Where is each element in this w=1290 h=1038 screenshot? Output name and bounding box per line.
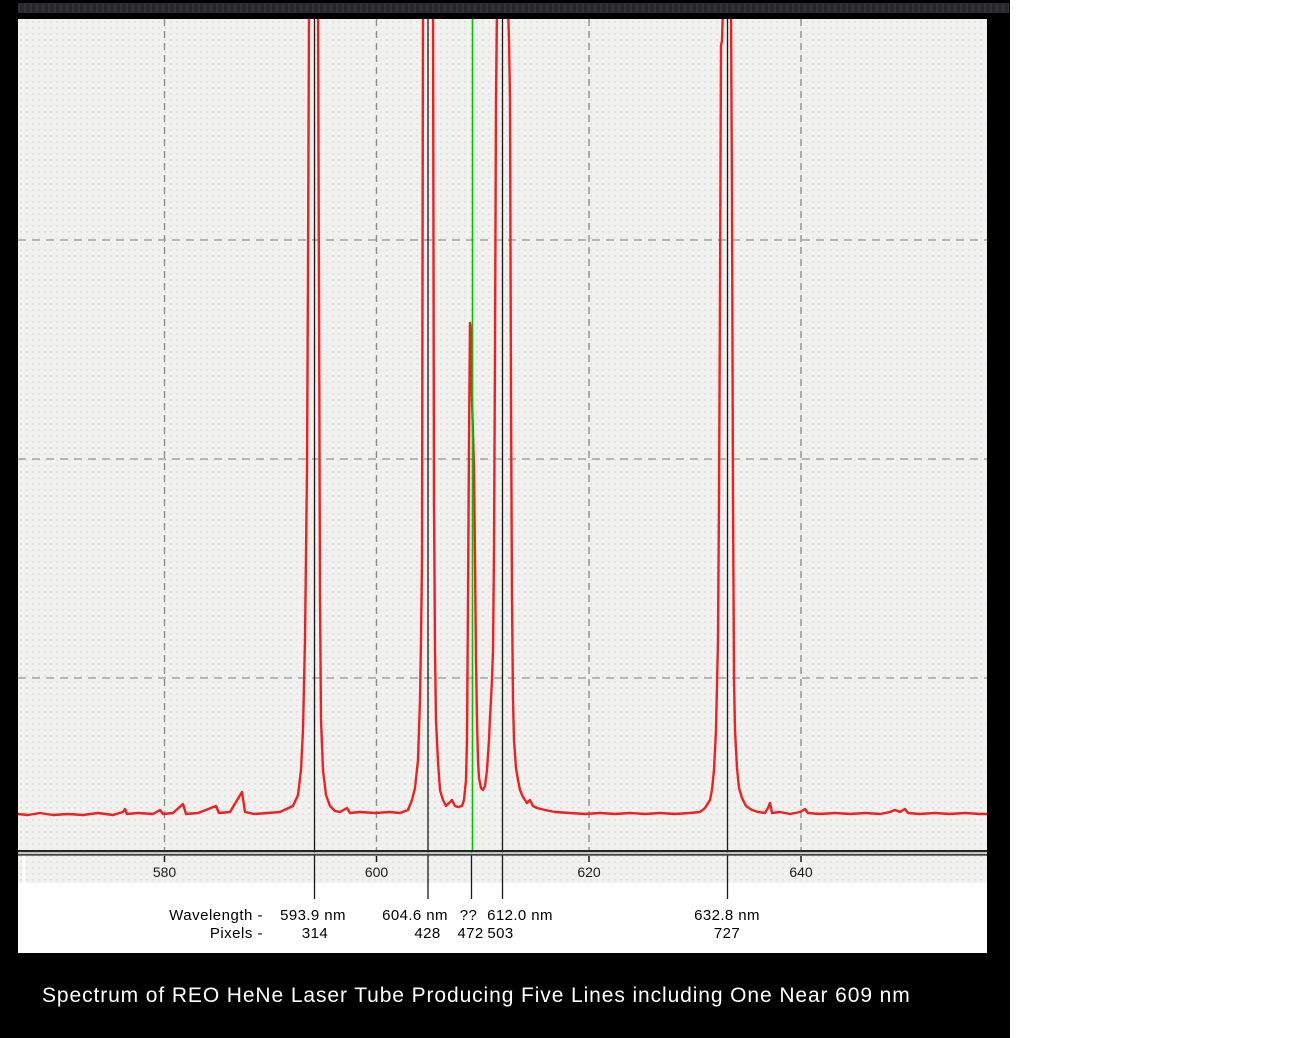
figure-caption: Spectrum of REO HeNe Laser Tube Producin… [42,984,911,1007]
gridlines [18,19,987,850]
peak-wavelength-label: ?? [460,907,478,924]
window-top-strip [18,3,1009,13]
x-axis-band [18,853,987,856]
x-axis-line [18,850,987,856]
spectrum-chart: 580 600 620 640 Wavelength - Pixels - 593.9… [18,19,987,953]
peak-wavelength-label: 604.6 nm [382,907,448,924]
peak-pointer-lines [313,19,729,899]
spectrum-trace [18,19,987,817]
chart-area: 580 600 620 640 Wavelength - Pixels - 593.9… [18,19,987,953]
peak-pixel-label: 472 [457,925,483,942]
peak-pixel-label: 727 [714,925,740,942]
peak-wavelength-label: 632.8 nm [694,907,760,924]
peak-wavelength-label: 612.0 nm [487,907,553,924]
peak-pixel-label: 503 [487,925,513,942]
x-axis-band [18,850,987,853]
axis-left-notch [22,852,26,883]
x-axis-tick-label: 640 [789,864,813,880]
wavelength-row-label: Wavelength - [169,907,263,924]
x-axis-ticks [163,856,802,862]
x-axis-band [18,852,987,854]
peak-wavelength-label: 593.9 nm [280,907,346,924]
pixels-row-label: Pixels - [210,925,263,942]
spectrum-figure: 580 600 620 640 Wavelength - Pixels - 593.9… [0,0,1010,1038]
x-axis-tick-label: 600 [365,864,389,880]
peak-pixel-label: 314 [302,925,328,942]
peak-pixel-label: 428 [414,925,440,942]
x-axis-tick-label: 620 [577,864,601,880]
x-axis-tick-labels: 580 600 620 640 [153,864,813,880]
x-axis-tick-label: 580 [153,864,177,880]
